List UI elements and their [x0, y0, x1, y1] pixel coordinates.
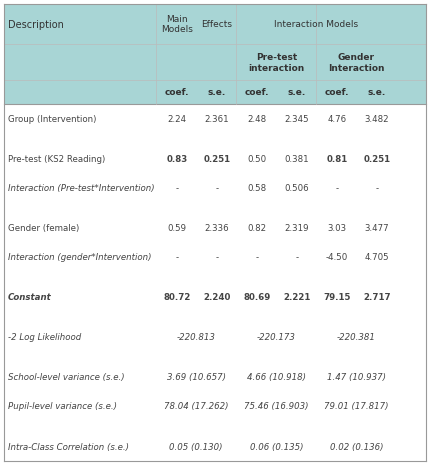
Text: -: -: [215, 252, 219, 262]
Text: Main
Models: Main Models: [161, 15, 193, 34]
Text: 0.02 (0.136): 0.02 (0.136): [330, 442, 383, 450]
Text: 4.76: 4.76: [327, 114, 347, 123]
Text: -: -: [215, 183, 219, 192]
Text: Constant: Constant: [8, 293, 51, 301]
Text: Pre-test
interaction: Pre-test interaction: [248, 53, 304, 73]
Text: 4.705: 4.705: [365, 252, 389, 262]
Text: -4.50: -4.50: [326, 252, 348, 262]
Text: coef.: coef.: [325, 88, 349, 97]
Text: Interaction (Pre-test*Intervention): Interaction (Pre-test*Intervention): [8, 183, 155, 192]
Text: Interaction Models: Interaction Models: [274, 20, 358, 29]
Text: s.e.: s.e.: [288, 88, 306, 97]
Text: -: -: [175, 183, 178, 192]
Text: 2.24: 2.24: [167, 114, 187, 123]
Text: 0.50: 0.50: [247, 154, 267, 163]
Text: -: -: [256, 252, 259, 262]
Text: 0.82: 0.82: [247, 224, 267, 232]
Text: 3.477: 3.477: [365, 224, 389, 232]
Text: 0.59: 0.59: [167, 224, 187, 232]
Text: Pre-test (KS2 Reading): Pre-test (KS2 Reading): [8, 154, 105, 163]
Text: School-level variance (s.e.): School-level variance (s.e.): [8, 373, 124, 382]
Text: 0.83: 0.83: [166, 154, 187, 163]
Text: 4.66 (10.918): 4.66 (10.918): [247, 373, 306, 382]
Text: 3.69 (10.657): 3.69 (10.657): [167, 373, 226, 382]
Bar: [4, 5, 426, 104]
Text: 79.01 (17.817): 79.01 (17.817): [324, 401, 389, 411]
Text: -220.173: -220.173: [257, 332, 296, 342]
Text: 0.06 (0.135): 0.06 (0.135): [250, 442, 303, 450]
Text: 0.251: 0.251: [363, 154, 391, 163]
Text: 2.345: 2.345: [285, 114, 309, 123]
Text: -: -: [375, 183, 379, 192]
Text: 3.482: 3.482: [365, 114, 389, 123]
Text: 2.240: 2.240: [203, 293, 231, 301]
Text: -: -: [295, 252, 299, 262]
Text: 0.251: 0.251: [203, 154, 231, 163]
Text: 80.72: 80.72: [163, 293, 190, 301]
Text: Gender (female): Gender (female): [8, 224, 79, 232]
Text: 0.81: 0.81: [327, 154, 348, 163]
Text: 0.58: 0.58: [247, 183, 267, 192]
Text: Intra-Class Correlation (s.e.): Intra-Class Correlation (s.e.): [8, 442, 129, 450]
Text: -: -: [336, 183, 339, 192]
Text: 78.04 (17.262): 78.04 (17.262): [164, 401, 229, 411]
Text: 2.336: 2.336: [205, 224, 229, 232]
Text: 3.03: 3.03: [327, 224, 347, 232]
Text: 2.361: 2.361: [205, 114, 229, 123]
Text: 2.319: 2.319: [285, 224, 309, 232]
Text: Group (Intervention): Group (Intervention): [8, 114, 96, 123]
Text: coef.: coef.: [165, 88, 189, 97]
Text: 0.381: 0.381: [285, 154, 309, 163]
Text: 2.48: 2.48: [247, 114, 267, 123]
Text: Effects: Effects: [202, 20, 232, 29]
Text: -: -: [175, 252, 178, 262]
Text: 80.69: 80.69: [244, 293, 270, 301]
Text: 2.221: 2.221: [283, 293, 311, 301]
Text: Gender
Interaction: Gender Interaction: [328, 53, 385, 73]
Text: 2.717: 2.717: [363, 293, 391, 301]
Text: -220.813: -220.813: [177, 332, 216, 342]
Text: Description: Description: [8, 20, 64, 30]
Text: Pupil-level variance (s.e.): Pupil-level variance (s.e.): [8, 401, 117, 411]
Text: s.e.: s.e.: [208, 88, 226, 97]
Text: Interaction (gender*Intervention): Interaction (gender*Intervention): [8, 252, 151, 262]
Text: 0.506: 0.506: [285, 183, 309, 192]
Text: 75.46 (16.903): 75.46 (16.903): [244, 401, 309, 411]
Text: -2 Log Likelihood: -2 Log Likelihood: [8, 332, 81, 342]
Text: 79.15: 79.15: [324, 293, 351, 301]
Text: s.e.: s.e.: [368, 88, 386, 97]
Text: -220.381: -220.381: [337, 332, 376, 342]
Text: 1.47 (10.937): 1.47 (10.937): [327, 373, 386, 382]
Text: coef.: coef.: [245, 88, 269, 97]
Text: 0.05 (0.130): 0.05 (0.130): [169, 442, 223, 450]
